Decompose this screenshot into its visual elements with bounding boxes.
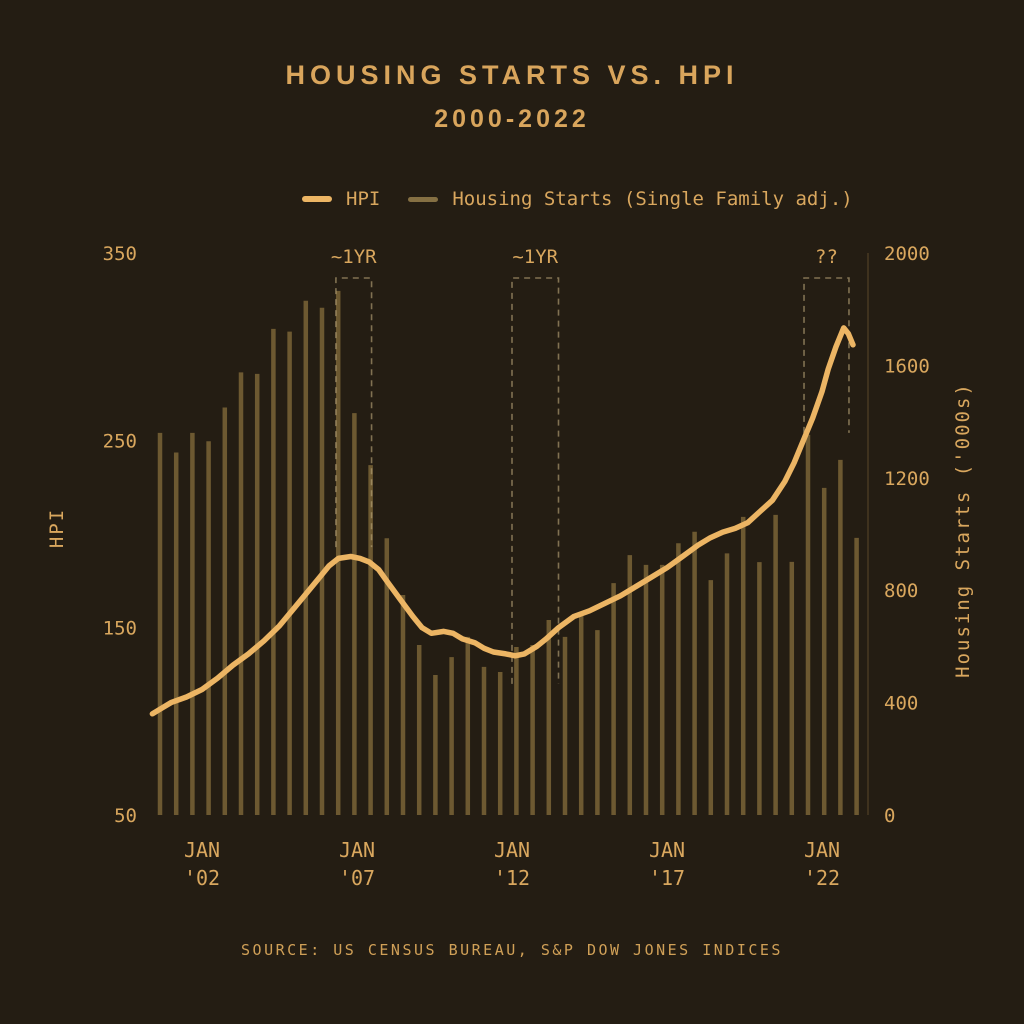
x-axis-tick-year: '12: [494, 866, 530, 890]
right-axis-tick: 2000: [884, 243, 930, 265]
x-axis-tick-month: JAN: [804, 838, 840, 862]
hpi-line-swatch: [302, 196, 332, 202]
right-axis-tick: 0: [884, 805, 895, 827]
left-axis-tick: 150: [103, 618, 137, 640]
chart-title-line2: 2000-2022: [434, 105, 590, 133]
annotation-box: [335, 277, 373, 548]
chart-title-line1: HOUSING STARTS VS. HPI: [285, 60, 739, 90]
left-axis-tick: 250: [103, 430, 137, 452]
housing-starts-bars: [157, 290, 859, 815]
x-axis-tick-month: JAN: [339, 838, 375, 862]
legend-label-hpi: HPI: [346, 188, 381, 210]
x-axis-tick-year: '22: [804, 866, 840, 890]
right-axis-tick: 1200: [884, 468, 930, 490]
annotation-box: [803, 277, 850, 433]
x-axis-tick-month: JAN: [649, 838, 685, 862]
right-axis-tick: 1600: [884, 355, 930, 377]
annotation-label: ~1YR: [331, 246, 377, 268]
housing-starts-swatch: [408, 196, 439, 202]
legend-label-housing-starts: Housing Starts (Single Family adj.): [452, 188, 853, 210]
annotation-box: [511, 277, 560, 684]
x-axis-tick-year: '02: [184, 866, 220, 890]
chart-title: HOUSING STARTS VS. HPI 2000-2022: [0, 60, 1024, 134]
left-axis-tick: 350: [103, 243, 137, 265]
x-axis-tick-year: '07: [339, 866, 375, 890]
hpi-line: [149, 325, 856, 717]
right-axis-tick: 800: [884, 580, 918, 602]
annotation-label: ~1YR: [512, 246, 558, 268]
left-axis-tick: 50: [114, 805, 137, 827]
x-axis-tick-month: JAN: [184, 838, 220, 862]
legend: HPI Housing Starts (Single Family adj.): [302, 188, 853, 210]
right-axis-tick: 400: [884, 693, 918, 715]
annotation-label: ??: [815, 246, 838, 268]
x-axis-tick-month: JAN: [494, 838, 530, 862]
x-axis-tick-year: '17: [649, 866, 685, 890]
source-note: SOURCE: US CENSUS BUREAU, S&P DOW JONES …: [241, 941, 783, 959]
